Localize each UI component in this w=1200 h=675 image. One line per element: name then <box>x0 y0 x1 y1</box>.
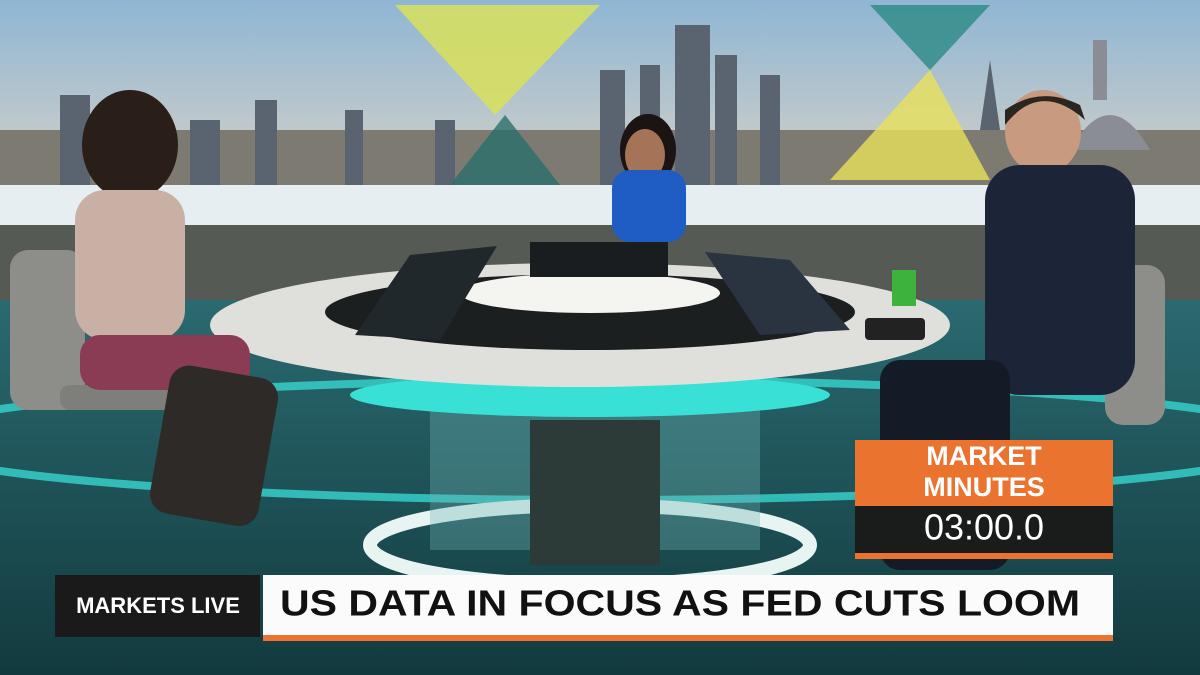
graphic-triangle <box>830 70 990 180</box>
countdown-timer: 03:00.0 <box>924 507 1044 548</box>
show-name: MARKETS LIVE <box>76 593 240 618</box>
headline: US DATA IN FOCUS AS FED CUTS LOOM <box>280 583 1080 624</box>
headline-underline <box>263 635 1113 641</box>
graphic-triangle <box>395 5 600 115</box>
lower-third: MARKETS LIVE US DATA IN FOCUS AS FED CUT… <box>55 575 1113 641</box>
graphic-triangle <box>450 115 560 185</box>
countdown-underline <box>855 553 1113 559</box>
cup <box>892 270 916 306</box>
monitor <box>705 252 850 335</box>
countdown-box: MARKET MINUTES 03:00.0 <box>855 440 1113 559</box>
monitor <box>355 246 497 340</box>
countdown-title: MINUTES <box>923 472 1045 502</box>
countdown-header <box>855 440 1113 506</box>
skyline <box>0 25 1200 200</box>
desk-center <box>460 273 720 313</box>
countdown-body <box>855 506 1113 553</box>
desk-pedestal <box>530 420 660 565</box>
headline-bar <box>263 575 1113 635</box>
monitor <box>530 242 668 277</box>
graphic-triangle <box>870 5 990 70</box>
show-badge <box>55 575 260 637</box>
guest-left <box>10 90 279 527</box>
host-center <box>612 114 686 242</box>
countdown-title: MARKET <box>926 441 1042 471</box>
